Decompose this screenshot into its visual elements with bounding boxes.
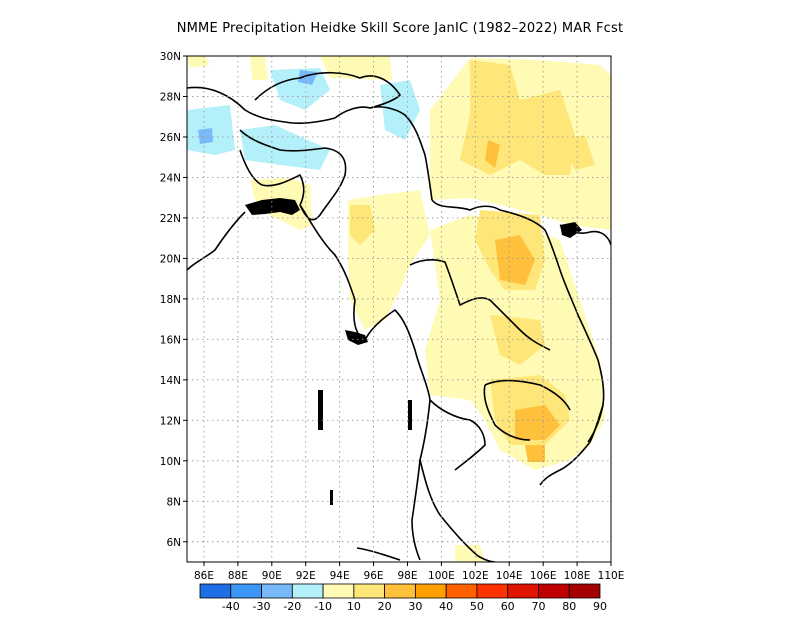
gridlines xyxy=(187,56,611,562)
coastlines-borders xyxy=(187,71,611,562)
lat-tick-label: 8N xyxy=(166,496,181,508)
bangladesh-border xyxy=(239,149,305,206)
shading-cambodia-core xyxy=(515,405,560,440)
lon-tick-label: 86E xyxy=(194,570,214,582)
lon-tick-label: 90E xyxy=(262,570,282,582)
myanmar-coast xyxy=(299,204,431,561)
lon-tick-label: 110E xyxy=(598,570,625,582)
tibet-border xyxy=(254,71,401,109)
colorbar-swatch xyxy=(538,583,570,599)
lat-tick-label: 16N xyxy=(160,334,181,346)
lon-tick-label: 92E xyxy=(296,570,316,582)
colorbar-label: -10 xyxy=(314,600,332,613)
myanmar-thai-border xyxy=(431,199,561,271)
lon-tick-label: 96E xyxy=(364,570,384,582)
red-river-delta xyxy=(560,222,582,238)
colorbar-label: 10 xyxy=(347,600,361,613)
lat-tick-label: 28N xyxy=(160,91,181,103)
colorbar-swatch xyxy=(445,583,478,599)
gulf-of-thailand-coast xyxy=(429,399,486,471)
colorbar-swatch xyxy=(353,583,386,599)
irrawaddy-delta xyxy=(345,330,368,345)
colorbar-label: -20 xyxy=(283,600,301,613)
colorbar-swatch xyxy=(230,583,262,599)
lat-tick-label: 12N xyxy=(160,415,181,427)
lat-tick-label: 22N xyxy=(160,213,181,225)
lon-tick-label: 102E xyxy=(462,570,489,582)
colorbar: -40 -30 -20 -10 10 20 30 40 50 60 70 80 90 xyxy=(199,583,607,613)
colorbar-label: 50 xyxy=(470,600,484,613)
shading-thailand-central xyxy=(490,315,545,365)
lat-axis: 6N 8N 10N 12N 14N 16N 18N 20N 22N 24N 26N 28N 30N xyxy=(160,51,187,549)
colorbar-swatch xyxy=(199,583,232,599)
plot-frame xyxy=(186,55,612,563)
colorbar-swatch xyxy=(476,583,509,599)
colorbar-label: 60 xyxy=(501,600,515,613)
colorbar-label: 70 xyxy=(531,600,545,613)
south-coast xyxy=(356,547,401,561)
lon-axis: 86E 88E 90E 92E 94E 96E 98E 100E 102E 104E 106E 108… xyxy=(194,562,624,582)
lat-tick-label: 20N xyxy=(160,253,181,265)
shading-tibet-strong xyxy=(198,128,213,144)
colorbar-swatch xyxy=(291,583,324,599)
lon-tick-label: 88E xyxy=(228,570,248,582)
india-northeast-border xyxy=(239,129,347,221)
colorbar-swatch xyxy=(414,583,447,599)
colorbar-label: 30 xyxy=(408,600,422,613)
colorbar-swatch xyxy=(384,583,416,599)
shading-top-center xyxy=(250,56,268,80)
lat-tick-label: 10N xyxy=(160,456,181,468)
shading-south xyxy=(455,545,485,562)
lon-tick-label: 108E xyxy=(564,570,591,582)
lon-tick-label: 98E xyxy=(397,570,417,582)
lon-tick-label: 94E xyxy=(330,570,350,582)
colorbar-label: -40 xyxy=(222,600,240,613)
myanmar-north-border xyxy=(334,106,433,201)
mergui-islands xyxy=(408,400,412,430)
lat-tick-label: 24N xyxy=(160,172,181,184)
shading-east-edge xyxy=(600,80,611,115)
india-nepal-border xyxy=(187,86,336,125)
map-title: NMME Precipitation Heidke Skill Score Ja… xyxy=(176,21,624,36)
shading-myanmar-east xyxy=(350,205,375,245)
map-plot xyxy=(187,56,611,562)
colorbar-label: 90 xyxy=(593,600,607,613)
colorbar-swatch xyxy=(568,583,601,599)
lon-tick-label: 104E xyxy=(496,570,523,582)
andaman-islands xyxy=(318,390,323,430)
ganges-delta xyxy=(245,198,300,215)
shading-laos-core xyxy=(495,235,535,285)
colorbar-label: 80 xyxy=(562,600,576,613)
cambodia-border xyxy=(483,379,571,441)
colorbar-label: 20 xyxy=(378,600,392,613)
lat-tick-label: 26N xyxy=(160,132,181,144)
lat-tick-label: 18N xyxy=(160,294,181,306)
lat-tick-label: 30N xyxy=(160,51,181,63)
shading-yunnan-spot xyxy=(485,140,500,168)
shading-mekong-delta xyxy=(525,445,545,462)
lat-tick-label: 14N xyxy=(160,375,181,387)
island-south xyxy=(330,490,333,505)
lon-tick-label: 100E xyxy=(428,570,455,582)
lat-tick-label: 6N xyxy=(166,537,181,549)
shading-tibet-east xyxy=(380,80,420,140)
shading-assam xyxy=(240,125,330,170)
colorbar-swatch xyxy=(261,583,293,599)
malay-peninsula xyxy=(419,459,496,562)
coastal-detail xyxy=(245,198,582,505)
colorbar-swatch xyxy=(322,583,355,599)
shading-top-left xyxy=(187,56,210,68)
colorbar-label: -30 xyxy=(253,600,271,613)
colorbar-swatch xyxy=(507,583,539,599)
lon-tick-label: 106E xyxy=(530,570,557,582)
colorbar-label: 40 xyxy=(439,600,453,613)
india-west-coast xyxy=(187,211,246,271)
